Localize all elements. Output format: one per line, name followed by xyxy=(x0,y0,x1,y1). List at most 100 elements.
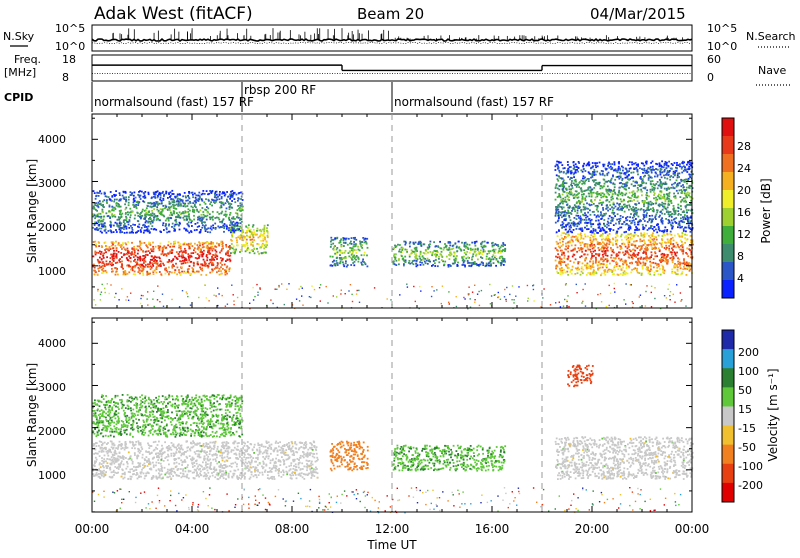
heat-cell xyxy=(180,250,182,252)
heat-cell xyxy=(586,196,588,198)
heat-cell xyxy=(673,193,675,195)
heat-cell xyxy=(468,262,470,264)
heat-cell xyxy=(136,201,138,203)
heat-cell xyxy=(601,273,603,275)
heat-cell xyxy=(667,239,669,241)
heat-cell xyxy=(580,244,582,246)
heat-cell xyxy=(579,242,581,244)
heat-cell xyxy=(663,166,665,168)
heat-cell xyxy=(203,221,205,223)
heat-cell xyxy=(423,252,425,254)
heat-cell xyxy=(402,247,404,249)
heat-cell xyxy=(212,216,214,218)
heat-cell xyxy=(680,273,682,275)
heat-cell xyxy=(430,251,432,253)
heat-cell xyxy=(103,206,105,208)
heat-cell xyxy=(241,221,243,223)
heat-cell xyxy=(606,264,608,266)
heat-cell xyxy=(148,243,150,245)
heat-cell xyxy=(474,261,476,263)
heat-cell xyxy=(201,222,203,224)
heat-cell xyxy=(636,210,638,212)
heat-cell xyxy=(597,265,599,267)
heat-cell xyxy=(606,199,608,201)
heat-cell xyxy=(146,207,148,209)
heat-cell xyxy=(502,245,504,247)
heat-cell xyxy=(435,256,437,258)
heat-cell xyxy=(606,224,608,226)
heat-cell xyxy=(570,191,572,193)
heat-cell xyxy=(216,217,218,219)
heat-cell xyxy=(214,202,216,204)
heat-cell xyxy=(620,215,622,217)
heat-cell xyxy=(186,219,188,221)
heat-cell xyxy=(213,259,215,261)
heat-cell xyxy=(663,234,665,236)
heat-cell xyxy=(618,258,620,260)
heat-cell xyxy=(428,259,430,261)
heat-cell xyxy=(192,194,194,196)
heat-cell xyxy=(242,239,244,241)
heat-cell xyxy=(561,213,563,215)
heat-cell xyxy=(221,221,223,223)
heat-cell xyxy=(622,267,624,269)
heat-cell xyxy=(218,217,220,219)
heat-cell xyxy=(230,231,232,233)
heat-cell xyxy=(334,264,336,266)
heat-cell xyxy=(124,232,126,234)
heat-cell xyxy=(576,225,578,227)
heat-cell xyxy=(188,196,190,198)
heat-cell xyxy=(616,255,618,257)
heat-cell xyxy=(365,241,367,243)
heat-cell xyxy=(345,262,347,264)
heat-cell xyxy=(432,253,434,255)
heat-cell xyxy=(221,211,223,213)
heat-cell xyxy=(105,251,107,253)
heat-cell xyxy=(589,261,591,263)
heat-cell xyxy=(415,249,417,251)
heat-cell xyxy=(644,236,646,238)
heat-cell xyxy=(669,215,671,217)
heat-cell xyxy=(650,237,652,239)
heat-cell xyxy=(680,245,682,247)
heat-cell xyxy=(674,265,676,267)
heat-cell xyxy=(603,165,605,167)
heat-cell xyxy=(448,266,450,268)
heat-cell xyxy=(338,242,340,244)
heat-cell xyxy=(141,264,143,266)
heat-cell xyxy=(646,266,648,268)
heat-cell xyxy=(560,196,562,198)
heat-cell xyxy=(110,229,112,231)
heat-cell xyxy=(476,254,478,256)
heat-cell xyxy=(263,230,265,232)
heat-cell xyxy=(102,261,104,263)
heat-cell xyxy=(644,170,646,172)
heat-cell xyxy=(563,269,565,271)
heat-cell xyxy=(607,240,609,242)
heat-cell xyxy=(641,240,643,242)
beam-title: Beam 20 xyxy=(357,5,424,23)
heat-cell xyxy=(636,212,638,214)
heat-cell xyxy=(674,252,676,254)
heat-cell xyxy=(440,248,442,250)
heat-cell xyxy=(225,211,227,213)
heat-cell xyxy=(669,214,671,216)
heat-cell xyxy=(665,245,667,247)
heat-cell xyxy=(626,207,628,209)
heat-cell xyxy=(628,244,630,246)
heat-cell xyxy=(671,254,673,256)
heat-cell xyxy=(612,260,614,262)
heat-cell xyxy=(138,269,140,271)
heat-cell xyxy=(581,235,583,237)
heat-cell xyxy=(654,272,656,274)
heat-cell xyxy=(668,245,670,247)
heat-cell xyxy=(659,204,661,206)
heat-cell xyxy=(134,224,136,226)
heat-cell xyxy=(677,204,679,206)
heat-cell xyxy=(597,243,599,245)
heat-cell xyxy=(570,227,572,229)
heat-cell xyxy=(160,243,162,245)
heat-cell xyxy=(638,252,640,254)
heat-cell xyxy=(169,209,171,211)
heat-cell xyxy=(109,206,111,208)
